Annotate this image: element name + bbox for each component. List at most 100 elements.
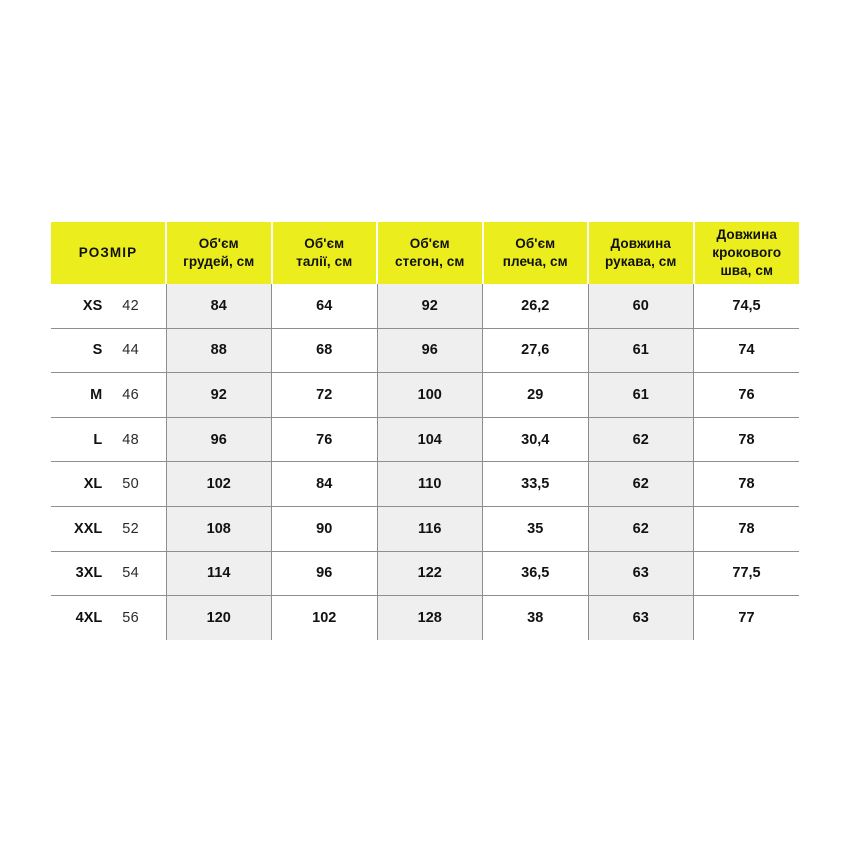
cell-hips: 104 (377, 416, 483, 462)
cell-shoulder: 30,4 (482, 416, 589, 462)
cell-inseam: 78 (693, 416, 799, 462)
cell-hips: 96 (377, 327, 483, 373)
header-row: РОЗМІР Об'єм грудей, см Об'єм талії, см Об'єм… (51, 222, 799, 284)
cell-chest: 108 (166, 505, 272, 552)
cell-size: XL 50 (51, 461, 167, 507)
cell-size: S 44 (51, 327, 167, 373)
size-number-label: 46 (122, 386, 139, 403)
cell-chest: 88 (166, 327, 272, 373)
column-header-shoulder-line-0: Об'єм (515, 236, 556, 252)
size-number-label: 48 (122, 431, 139, 448)
cell-chest: 92 (166, 372, 272, 418)
column-header-size-line-0: РОЗМІР (78, 245, 138, 261)
column-header-waist-line-0: Об'єм (304, 236, 345, 252)
column-header-chest-line-0: Об'єм (198, 236, 239, 252)
cell-waist: 76 (271, 416, 378, 462)
table-row: XL 50 102 84 110 33,5 62 78 (51, 461, 799, 507)
cell-waist: 72 (271, 372, 378, 418)
cell-chest: 120 (166, 595, 272, 640)
column-header-waist-line-1: талії, см (296, 254, 353, 269)
cell-waist: 68 (271, 327, 378, 373)
cell-sleeve: 61 (588, 372, 694, 418)
column-header-hips-line-0: Об'єм (409, 236, 450, 252)
size-cell-content: XXL 52 (51, 521, 166, 537)
size-number-label: 54 (122, 565, 139, 582)
cell-hips: 100 (377, 372, 483, 418)
size-code-label: M (90, 386, 103, 403)
table-row: XXL 52 108 90 116 35 62 78 (51, 505, 799, 552)
size-code-label: XS (82, 297, 103, 314)
column-header-waist: Об'єм талії, см (271, 222, 378, 284)
size-chart-table: РОЗМІР Об'єм грудей, см Об'єм талії, см Об'єм… (51, 222, 799, 640)
cell-inseam: 77 (693, 595, 799, 640)
cell-inseam: 74,5 (693, 284, 799, 329)
column-header-inseam-line-2: шва, см (720, 262, 774, 278)
cell-hips: 116 (377, 505, 483, 552)
size-code-label: L (93, 431, 103, 448)
cell-chest: 84 (166, 284, 272, 329)
size-code-label: 3XL (75, 565, 103, 582)
cell-waist: 84 (271, 461, 378, 507)
size-cell-content: M 46 (51, 387, 166, 403)
cell-chest: 114 (166, 550, 272, 596)
size-cell-content: 4XL 56 (51, 610, 166, 626)
cell-hips: 122 (377, 550, 483, 596)
cell-sleeve: 60 (588, 284, 694, 329)
cell-inseam: 74 (693, 327, 799, 373)
table-row: M 46 92 72 100 29 61 76 (51, 372, 799, 418)
size-number-label: 42 (122, 297, 139, 314)
column-header-inseam: Довжина крокового шва, см (693, 222, 799, 284)
table-header: РОЗМІР Об'єм грудей, см Об'єм талії, см Об'єм… (51, 222, 799, 284)
cell-waist: 64 (271, 284, 378, 329)
table-row: L 48 96 76 104 30,4 62 78 (51, 416, 799, 462)
cell-shoulder: 35 (482, 505, 589, 552)
column-header-hips: Об'єм стегон, см (377, 222, 484, 284)
size-number-label: 56 (122, 609, 139, 626)
size-code-label: 4XL (75, 609, 103, 626)
cell-sleeve: 62 (588, 505, 694, 552)
cell-inseam: 76 (693, 372, 799, 418)
table-body: XS 42 84 64 92 26,2 60 74,5 S 44 88 68 96 27,6 61 74 M 46… (51, 284, 799, 640)
size-code-label: S (92, 342, 103, 359)
size-code-label: XL (83, 476, 103, 493)
cell-chest: 96 (166, 416, 272, 462)
cell-hips: 110 (377, 461, 483, 507)
table-row: 3XL 54 114 96 122 36,5 63 77,5 (51, 550, 799, 596)
cell-shoulder: 29 (482, 372, 589, 418)
cell-size: L 48 (51, 416, 167, 462)
cell-sleeve: 63 (588, 595, 694, 640)
table-row: S 44 88 68 96 27,6 61 74 (51, 327, 799, 373)
size-number-label: 50 (122, 476, 139, 493)
cell-inseam: 78 (693, 505, 799, 552)
column-header-hips-line-1: стегон, см (395, 254, 465, 269)
cell-shoulder: 36,5 (482, 550, 589, 596)
size-cell-content: L 48 (51, 432, 166, 448)
cell-chest: 102 (166, 461, 272, 507)
column-header-inseam-line-0: Довжина (716, 227, 777, 243)
table-row: XS 42 84 64 92 26,2 60 74,5 (51, 284, 799, 329)
cell-sleeve: 63 (588, 550, 694, 596)
cell-waist: 102 (271, 595, 378, 640)
cell-shoulder: 27,6 (482, 327, 589, 373)
column-header-chest: Об'єм грудей, см (166, 222, 273, 284)
column-header-size: РОЗМІР (51, 222, 167, 284)
column-header-inseam-line-1: крокового (712, 245, 782, 261)
size-cell-content: S 44 (51, 342, 166, 358)
cell-inseam: 78 (693, 461, 799, 507)
cell-waist: 96 (271, 550, 378, 596)
cell-size: 4XL 56 (51, 595, 167, 640)
cell-sleeve: 61 (588, 327, 694, 373)
column-header-shoulder-line-1: плеча, см (502, 254, 568, 269)
cell-shoulder: 33,5 (482, 461, 589, 507)
size-cell-content: XS 42 (51, 298, 166, 314)
cell-waist: 90 (271, 505, 378, 552)
cell-size: M 46 (51, 372, 167, 418)
column-header-shoulder: Об'єм плеча, см (482, 222, 589, 284)
size-code-label: XXL (74, 520, 103, 537)
cell-size: XXL 52 (51, 505, 167, 552)
column-header-sleeve: Довжина рукава, см (588, 222, 695, 284)
size-cell-content: XL 50 (51, 476, 166, 492)
cell-size: 3XL 54 (51, 550, 167, 596)
cell-inseam: 77,5 (693, 550, 799, 596)
column-header-chest-line-1: грудей, см (183, 254, 255, 269)
